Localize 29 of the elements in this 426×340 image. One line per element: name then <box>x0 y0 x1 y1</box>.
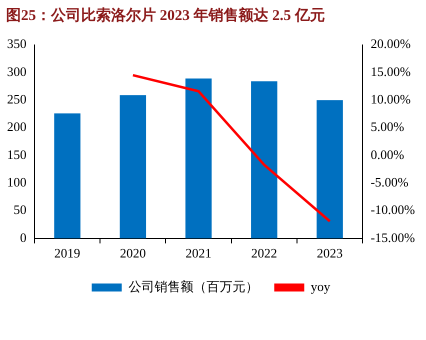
bar <box>316 100 343 238</box>
y2-tick-label: 5.00% <box>370 119 404 134</box>
y-tick-label: 0 <box>20 230 26 245</box>
y2-tick-label: -5.00% <box>370 174 409 190</box>
y-tick-label: 150 <box>7 146 26 162</box>
x-tick-label: 2021 <box>186 246 212 261</box>
x-tick-label: 2023 <box>316 246 343 261</box>
x-tick-label: 2020 <box>120 246 146 261</box>
x-tick-label: 2019 <box>54 246 80 261</box>
y2-tick-label: 10.00% <box>370 92 411 107</box>
bar <box>185 78 212 238</box>
y2-tick-label: 15.00% <box>370 64 411 79</box>
bar <box>251 81 278 238</box>
y-tick-label: 100 <box>7 174 26 190</box>
y-tick-label: 350 <box>7 36 26 52</box>
bar <box>54 113 80 238</box>
y2-tick-label: 20.00% <box>370 36 411 52</box>
y-tick-label: 50 <box>14 202 26 218</box>
bar <box>120 95 146 238</box>
y-tick-label: 200 <box>7 119 26 134</box>
y-tick-label: 300 <box>7 64 26 79</box>
legend-label: 公司销售额（百万元） <box>128 278 258 294</box>
x-tick-label: 2022 <box>251 246 278 261</box>
y2-tick-label: -10.00% <box>370 202 416 218</box>
y-tick-label: 250 <box>7 92 26 107</box>
chart-title: 图25：公司比索洛尔片 2023 年销售额达 2.5 亿元 <box>6 6 325 25</box>
y2-tick-label: 0.00% <box>370 146 404 162</box>
legend-label: yoy <box>310 278 331 294</box>
y2-tick-label: -15.00% <box>370 230 416 245</box>
